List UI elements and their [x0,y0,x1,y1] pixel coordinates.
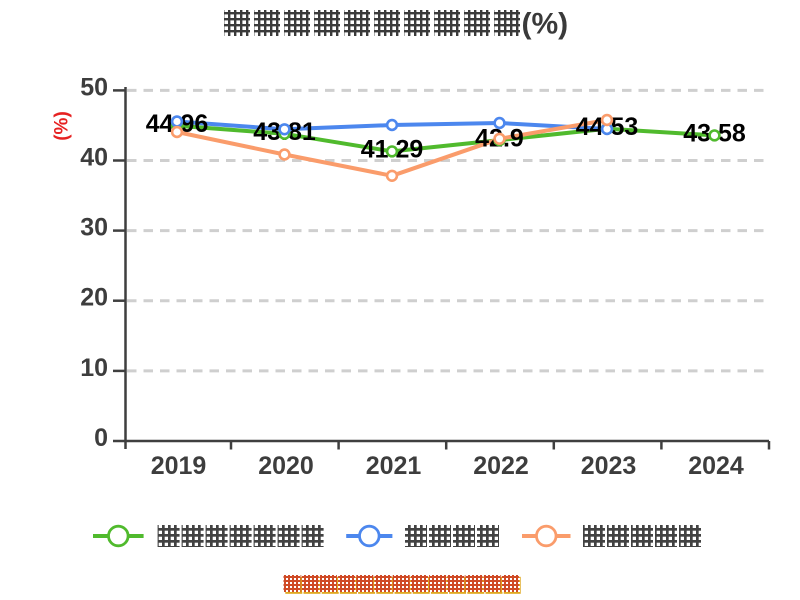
svg-text:10: 10 [80,354,108,382]
svg-text:30: 30 [80,214,108,242]
svg-text:20: 20 [80,284,108,312]
svg-text:2022: 2022 [473,452,529,480]
svg-text:(%): (%) [522,8,569,41]
svg-text:2019: 2019 [151,452,207,480]
svg-text:2023: 2023 [581,452,637,480]
svg-text:0: 0 [94,424,108,452]
svg-text:2020: 2020 [258,452,314,480]
svg-text:2024: 2024 [688,452,744,480]
svg-text:2021: 2021 [366,452,422,480]
svg-text:50: 50 [80,73,108,101]
svg-text:40: 40 [80,144,108,172]
svg-text:(%): (%) [52,111,73,141]
